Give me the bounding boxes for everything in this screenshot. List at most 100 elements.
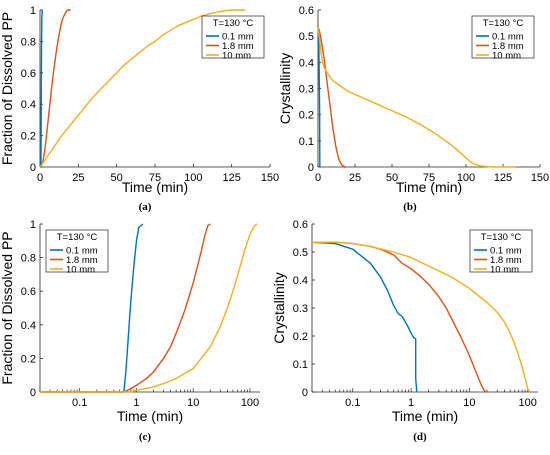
y-tick-label: 0.6 <box>299 5 314 17</box>
legend-title: T=130 °C <box>57 232 98 243</box>
series-line <box>39 9 246 168</box>
x-tick-label: 25 <box>349 172 361 184</box>
x-tick-label: 1 <box>408 397 414 409</box>
legend-box <box>469 229 533 273</box>
legend-title: T=130 °C <box>483 18 524 29</box>
y-axis-label: Fraction of Dissolved PP <box>0 231 15 384</box>
series-line <box>317 26 517 168</box>
legend-entry: 1.8 mm <box>490 255 522 266</box>
chart-panel: 0 0.2 0.4 0.6 0.8 1 0 25 50 75 100 125 150 Time (min)… <box>0 5 279 213</box>
panel-label: (b) <box>403 201 417 213</box>
y-tick-label: 0.6 <box>21 286 36 298</box>
y-tick-label: 0 <box>30 387 36 399</box>
legend-entry: 1.8 mm <box>492 41 524 52</box>
series-line <box>312 241 487 393</box>
y-tick-label: 0.1 <box>293 359 308 371</box>
y-tick-label: 0.2 <box>299 110 314 122</box>
y-tick-label: 0.2 <box>21 353 36 365</box>
x-tick-label: 10 <box>187 397 199 409</box>
legend-title: T=130 °C <box>213 18 254 29</box>
legend-entry: 0.1 mm <box>492 31 524 42</box>
legend-title: T=130 °C <box>481 232 522 243</box>
legend-entry: 10 mm <box>66 264 95 275</box>
series-line <box>317 26 321 168</box>
y-tick-label: 0.6 <box>293 219 308 231</box>
y-tick-label: 0.4 <box>21 320 36 332</box>
y-tick-label: 0.8 <box>21 36 36 48</box>
x-tick-label: 75 <box>423 172 435 184</box>
y-axis-label: Fraction of Dissolved PP <box>0 12 15 165</box>
x-tick-label: 25 <box>72 172 84 184</box>
y-tick-label: 1 <box>30 219 36 231</box>
chart-panel: 0 0.2 0.4 0.6 0.8 1 0.1 1 10 100 Time (min) Fractio… <box>0 219 260 443</box>
legend-box <box>201 15 265 59</box>
x-tick-label: 0.1 <box>72 397 87 409</box>
y-tick-label: 0.3 <box>299 84 314 96</box>
x-tick-label: 125 <box>494 172 512 184</box>
x-tick-label: 0.1 <box>345 397 360 409</box>
series-line <box>311 241 418 393</box>
legend-entry: 1.8 mm <box>222 41 254 52</box>
series-line <box>39 9 71 168</box>
x-axis-label: Time (min) <box>122 179 188 195</box>
legend-entry: 10 mm <box>490 264 519 275</box>
y-tick-label: 1 <box>30 5 36 17</box>
y-tick-label: 0.8 <box>21 253 36 265</box>
legend-box <box>471 15 535 59</box>
x-tick-label: 1 <box>133 397 139 409</box>
x-tick-label: 10 <box>463 397 475 409</box>
x-tick-label: 100 <box>519 397 537 409</box>
x-tick-label: 0 <box>37 172 43 184</box>
x-axis-label: Time (min) <box>396 179 462 195</box>
y-tick-label: 0.2 <box>293 331 308 343</box>
y-tick-label: 0.1 <box>299 136 314 148</box>
x-tick-label: 0 <box>315 172 321 184</box>
x-axis-label: Time (min) <box>392 408 458 424</box>
y-tick-label: 0.3 <box>293 303 308 315</box>
x-tick-label: 100 <box>241 397 259 409</box>
series-line <box>40 223 258 393</box>
y-tick-label: 0.2 <box>21 131 36 143</box>
x-tick-label: 150 <box>261 172 279 184</box>
panel-label: (d) <box>413 431 427 443</box>
x-tick-label: 150 <box>531 172 549 184</box>
y-tick-label: 0.4 <box>293 275 308 287</box>
legend-box <box>45 229 109 273</box>
x-tick-label: 100 <box>184 172 202 184</box>
legend-entry: 10 mm <box>222 50 251 61</box>
y-tick-label: 0.6 <box>21 68 36 80</box>
chart-panel: 0 0.1 0.2 0.3 0.4 0.5 0.6 0.1 1 10 100 Time (min) Cr… <box>271 219 538 443</box>
y-axis-label: Crystallinity <box>271 272 287 344</box>
y-axis-label: Crystallinity <box>277 53 293 125</box>
panel-label: (c) <box>139 431 152 443</box>
legend-entry: 0.1 mm <box>222 31 254 42</box>
series-line <box>317 26 347 168</box>
legend-entry: 1.8 mm <box>66 255 98 266</box>
series-line <box>312 241 531 393</box>
x-tick-label: 125 <box>222 172 240 184</box>
y-tick-label: 0.4 <box>21 99 36 111</box>
y-tick-label: 0.5 <box>299 31 314 43</box>
y-tick-label: 0 <box>30 162 36 174</box>
chart-panel: 0 0.1 0.2 0.3 0.4 0.5 0.6 0 25 50 75 100 125 150 Time … <box>277 5 549 213</box>
series-line <box>40 223 211 393</box>
y-tick-label: 0.5 <box>293 247 308 259</box>
y-tick-label: 0 <box>302 387 308 399</box>
x-tick-label: 50 <box>111 172 123 184</box>
y-tick-label: 0.4 <box>299 57 314 69</box>
legend-entry: 0.1 mm <box>66 245 98 256</box>
x-tick-label: 75 <box>149 172 161 184</box>
x-tick-label: 100 <box>457 172 475 184</box>
y-tick-label: 0 <box>308 162 314 174</box>
x-tick-label: 50 <box>386 172 398 184</box>
legend-entry: 10 mm <box>492 50 521 61</box>
panel-label: (a) <box>139 201 152 213</box>
legend-entry: 0.1 mm <box>490 245 522 256</box>
x-axis-label: Time (min) <box>117 408 183 424</box>
